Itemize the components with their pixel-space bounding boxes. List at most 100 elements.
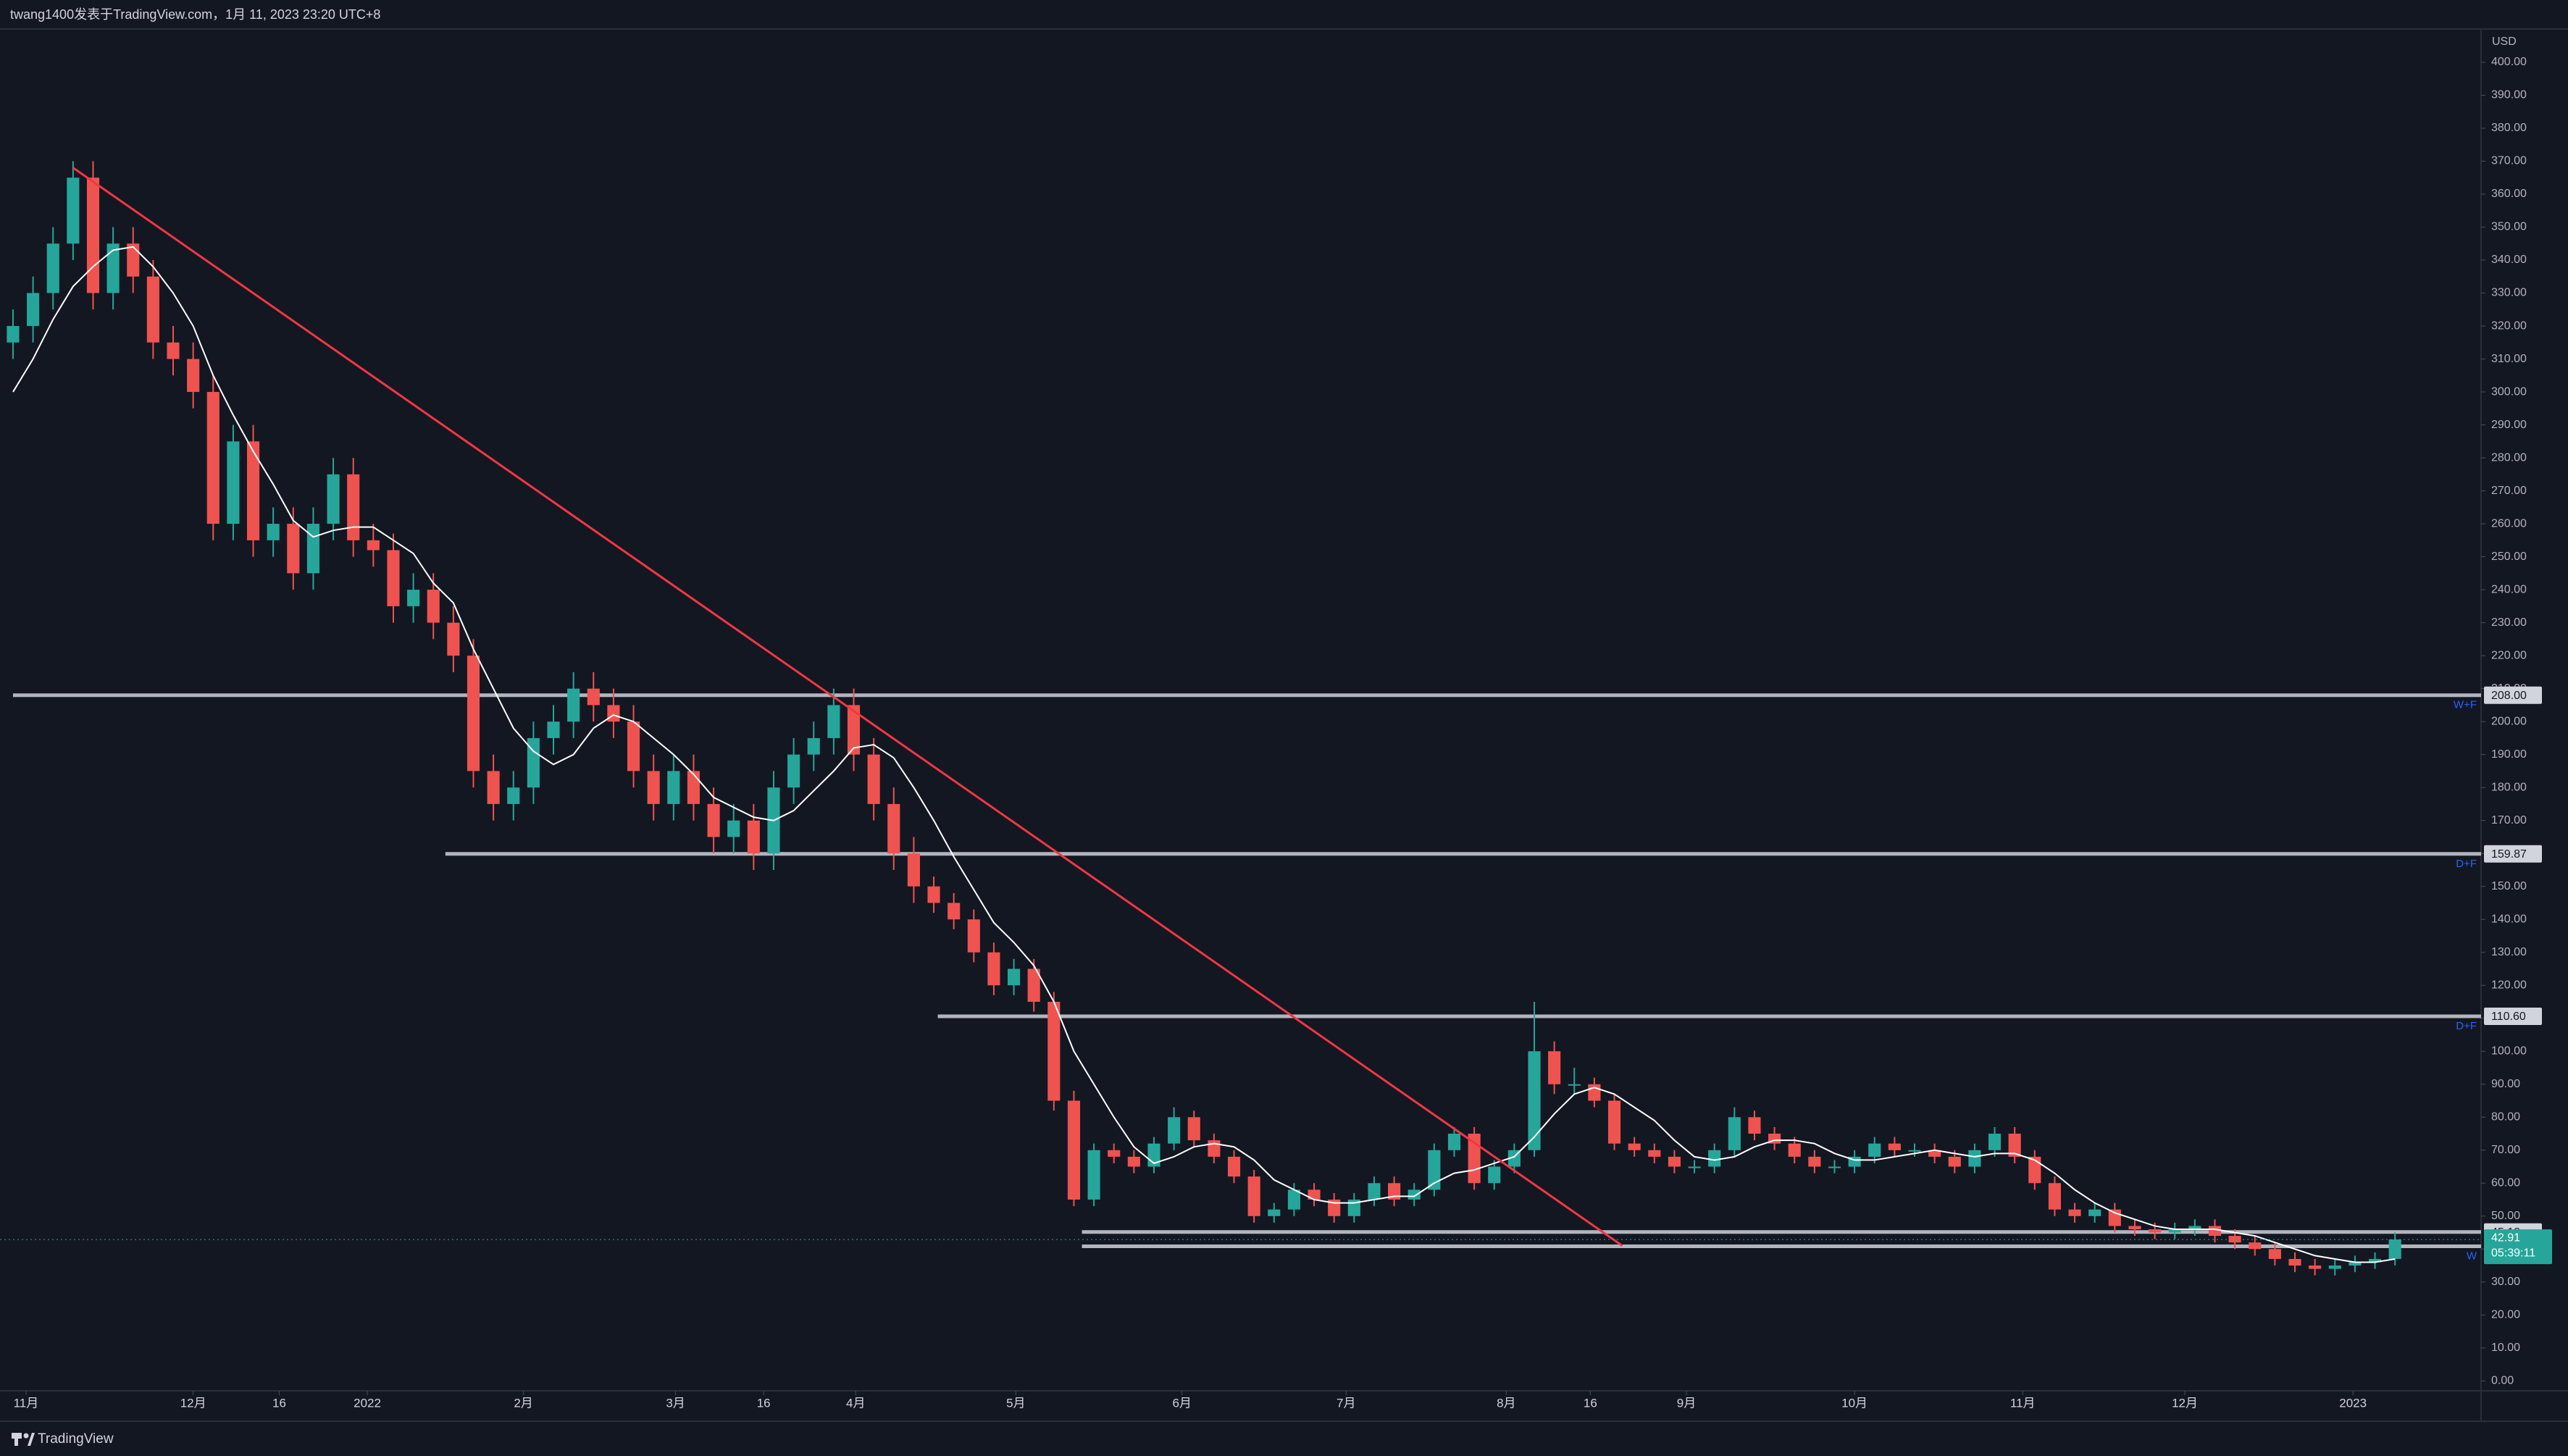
level-tag: W+F — [2454, 699, 2477, 711]
candle-body — [1688, 1166, 1701, 1168]
level-label: 110.60 — [2491, 1011, 2526, 1023]
y-tick-label: 180.00 — [2491, 781, 2527, 793]
candle-body — [2008, 1134, 2021, 1157]
candle-body — [567, 688, 580, 722]
x-tick-label: 2022 — [354, 1396, 381, 1410]
candle-body — [1287, 1189, 1300, 1210]
candle-body — [206, 392, 219, 524]
candle-body — [27, 293, 40, 327]
candle-body — [1067, 1100, 1081, 1200]
candle-body — [1948, 1156, 1961, 1167]
x-tick-label: 2月 — [514, 1396, 532, 1410]
level-label-box — [2484, 1008, 2542, 1026]
y-tick-label: 80.00 — [2491, 1110, 2520, 1123]
x-tick-label: 9月 — [1677, 1396, 1696, 1410]
level-tag: W — [2467, 1250, 2477, 1262]
candle-body — [807, 737, 820, 755]
y-tick-label: 330.00 — [2491, 287, 2527, 299]
candle-body — [2048, 1183, 2062, 1210]
candle-body — [227, 441, 240, 524]
candle-body — [1168, 1117, 1181, 1144]
candle-body — [146, 276, 159, 343]
y-tick-label: 360.00 — [2491, 188, 2527, 200]
y-tick-label: 390.00 — [2491, 89, 2527, 101]
y-tick-label: 220.00 — [2491, 649, 2527, 661]
x-tick-label: 4月 — [846, 1396, 865, 1410]
x-tick-label: 3月 — [666, 1396, 685, 1410]
candle-body — [46, 243, 59, 293]
candle-body — [1808, 1156, 1821, 1167]
candle-body — [447, 622, 460, 656]
candle-body — [287, 524, 300, 574]
countdown: 05:39:11 — [2491, 1247, 2535, 1259]
brand-logo — [12, 1433, 35, 1446]
candle-body — [1968, 1150, 1981, 1167]
y-tick-label: 70.00 — [2491, 1144, 2520, 1156]
x-tick-label: 16 — [1584, 1396, 1597, 1410]
header-text: twang1400发表于TradingView.com，1月 11, 2023 … — [10, 7, 380, 22]
candle-body — [1468, 1134, 1481, 1184]
y-tick-label: 370.00 — [2491, 155, 2527, 167]
candle-body — [667, 771, 680, 804]
candle-body — [2088, 1209, 2101, 1216]
level-tag: D+F — [2456, 1020, 2477, 1032]
candle-body — [1008, 968, 1021, 986]
candle-body — [2388, 1239, 2401, 1259]
candle-body — [2249, 1242, 2262, 1250]
y-tick-label: 190.00 — [2491, 748, 2527, 761]
candle-body — [2368, 1258, 2382, 1263]
candle-body — [1347, 1200, 1360, 1216]
candle-body — [1187, 1117, 1200, 1141]
candle-body — [1328, 1200, 1341, 1216]
candle-body — [907, 853, 920, 887]
candle-body — [587, 688, 600, 706]
candle-body — [1208, 1140, 1221, 1157]
candle-body — [1928, 1150, 1941, 1157]
y-tick-label: 290.00 — [2491, 419, 2527, 431]
candle-body — [867, 754, 880, 804]
candle-body — [1788, 1143, 1801, 1157]
candle-body — [67, 177, 80, 244]
y-tick-label: 270.00 — [2491, 485, 2527, 497]
candle-body — [2268, 1249, 2281, 1259]
candle-body — [2128, 1226, 2141, 1230]
candle-body — [1748, 1117, 1761, 1134]
candle-body — [1247, 1176, 1260, 1216]
candle-body — [2288, 1258, 2301, 1266]
candle-body — [347, 474, 360, 540]
x-tick-label: 7月 — [1337, 1396, 1355, 1410]
candle-body — [487, 771, 500, 804]
candle-body — [747, 820, 760, 854]
candle-body — [1488, 1166, 1501, 1184]
candle-body — [1408, 1189, 1421, 1200]
candle-body — [1728, 1117, 1741, 1150]
candle-body — [1268, 1209, 1281, 1216]
candle-body — [847, 705, 861, 755]
y-tick-label: 350.00 — [2491, 221, 2527, 233]
candle-body — [687, 771, 700, 804]
candle-body — [948, 903, 961, 920]
candle-body — [1087, 1150, 1100, 1200]
candle-body — [2208, 1226, 2222, 1237]
candle-body — [367, 540, 380, 551]
y-tick-label: 250.00 — [2491, 551, 2527, 563]
candle-body — [1047, 1001, 1061, 1101]
candle-body — [707, 803, 720, 837]
candle-body — [1447, 1134, 1461, 1150]
y-tick-label: 320.00 — [2491, 319, 2527, 332]
x-tick-label: 11月 — [2010, 1396, 2036, 1410]
candle-body — [1027, 968, 1040, 1002]
y-tick-label: 230.00 — [2491, 616, 2527, 629]
y-tick-label: 340.00 — [2491, 254, 2527, 266]
y-tick-label: 10.00 — [2491, 1342, 2520, 1354]
moving-average — [12, 246, 2396, 1263]
brand: TradingView — [38, 1431, 114, 1447]
trend-line — [72, 167, 1623, 1247]
candle-body — [527, 737, 540, 788]
candle-body — [7, 326, 20, 343]
candle-body — [827, 705, 840, 738]
candle-body — [327, 474, 340, 524]
